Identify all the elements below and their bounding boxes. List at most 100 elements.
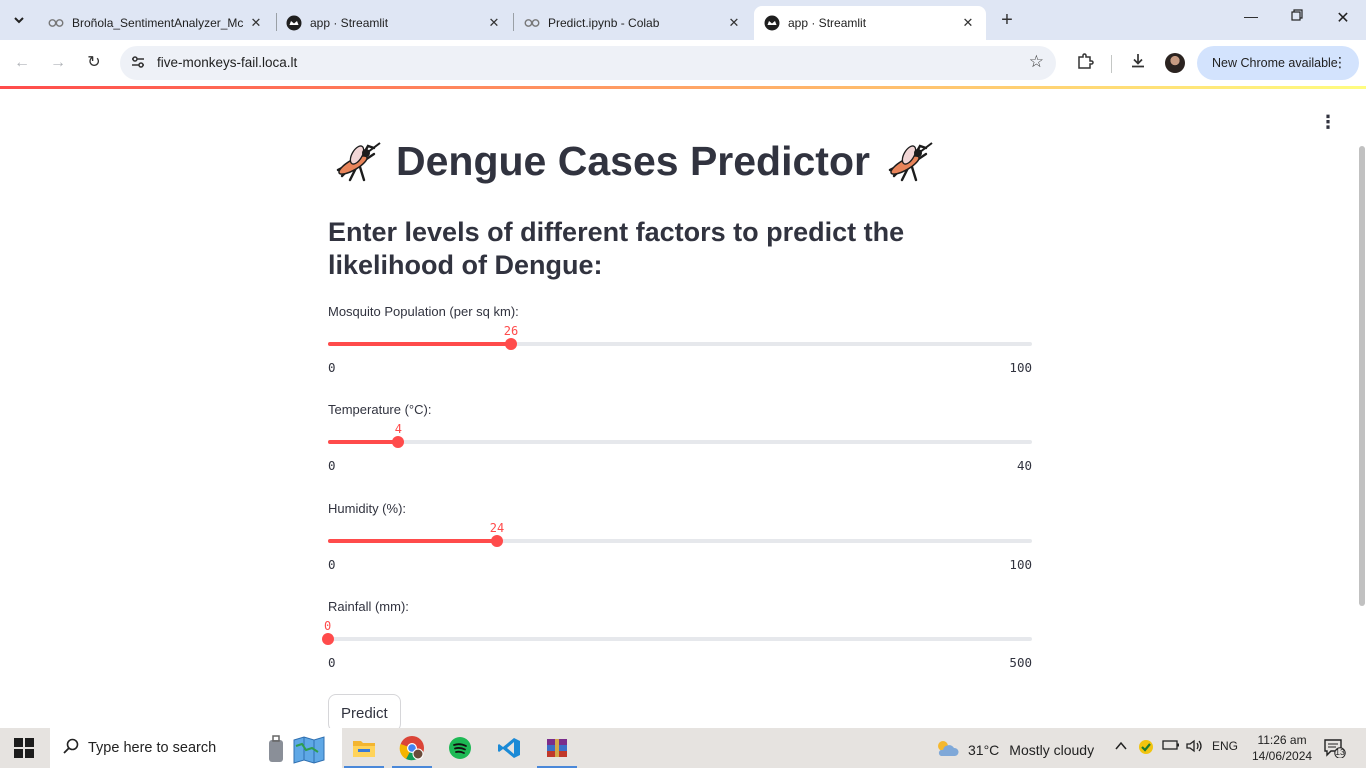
tab-search-chevron-icon[interactable]: [6, 7, 32, 33]
forward-arrow-icon[interactable]: →: [50, 54, 66, 71]
slider-min: 0: [328, 458, 336, 473]
page-scrollbar[interactable]: [1359, 146, 1365, 606]
slider-min: 0: [328, 557, 336, 572]
predict-button[interactable]: Predict: [328, 694, 401, 728]
slider-track[interactable]: [328, 539, 1032, 543]
mosquito-icon: [330, 140, 382, 184]
slider-track[interactable]: [328, 440, 1032, 444]
close-icon[interactable]: ✕: [962, 15, 974, 30]
slider-thumb[interactable]: [392, 436, 405, 448]
tray-chevron-up-icon[interactable]: [1114, 739, 1128, 756]
tab-sentiment-analyzer[interactable]: Broñola_SentimentAnalyzer_Mc ✕: [38, 6, 274, 40]
taskbar-clock[interactable]: 11:26 am 14/06/2024: [1252, 732, 1312, 764]
file-explorer-icon[interactable]: [340, 728, 388, 768]
download-icon[interactable]: [1127, 52, 1149, 74]
url-text[interactable]: five-monkeys-fail.loca.lt: [157, 55, 298, 70]
streamlit-icon: [286, 15, 302, 31]
window-close-icon[interactable]: ✕: [1336, 10, 1350, 27]
slider-max: 40: [1016, 458, 1032, 473]
slider-thumb[interactable]: [322, 633, 334, 645]
tab-title: app · Streamlit: [788, 16, 867, 30]
slider-track[interactable]: [328, 342, 1032, 346]
windows-taskbar: Type here to search 31°C Mostly cloudy: [0, 728, 1366, 768]
new-chrome-available-button[interactable]: New Chrome available ⋮: [1197, 46, 1359, 80]
browser-tab-strip: Broñola_SentimentAnalyzer_Mc ✕ app · Str…: [0, 0, 1366, 40]
active-indicator: [537, 766, 577, 768]
weather-widget[interactable]: 31°C Mostly cloudy: [934, 738, 1094, 761]
new-chrome-label: New Chrome available: [1212, 56, 1338, 70]
slider-temperature: Temperature (°C): 4 0 40: [328, 402, 1032, 482]
streamlit-page: ⋮ Dengue Cases Predictor: [0, 86, 1366, 728]
close-icon[interactable]: ✕: [250, 15, 262, 30]
slider-label: Mosquito Population (per sq km):: [328, 304, 519, 319]
tab-streamlit-1[interactable]: app · Streamlit ✕: [276, 6, 512, 40]
tab-divider: [276, 13, 277, 31]
active-indicator: [344, 766, 384, 768]
slider-value: 4: [394, 422, 403, 436]
slider-value: 26: [503, 324, 519, 338]
chrome-icon[interactable]: [388, 728, 436, 768]
tab-title: Predict.ipynb - Colab: [548, 16, 660, 30]
battery-icon[interactable]: [1162, 739, 1180, 754]
slider-max: 100: [1009, 557, 1032, 572]
slider-thumb[interactable]: [490, 535, 503, 547]
mosquito-icon: [882, 140, 934, 184]
slider-track[interactable]: [328, 637, 1032, 641]
tab-predict-colab[interactable]: Predict.ipynb - Colab ✕: [514, 6, 752, 40]
page-title: Dengue Cases Predictor: [328, 138, 1032, 185]
slider-label: Rainfall (mm):: [328, 599, 409, 614]
close-icon[interactable]: ✕: [488, 15, 500, 30]
slider-mosquito-population: Mosquito Population (per sq km): 26 0 10…: [328, 304, 1032, 384]
notification-count: 13: [1335, 747, 1345, 757]
winrar-icon[interactable]: [533, 728, 581, 768]
slider-label: Temperature (°C):: [328, 402, 432, 417]
clock-time: 11:26 am: [1257, 733, 1307, 747]
slider-value: 24: [489, 521, 505, 535]
update-shield-icon[interactable]: [1138, 739, 1154, 758]
slider-thumb[interactable]: [505, 338, 518, 350]
weather-condition: Mostly cloudy: [1009, 741, 1095, 758]
volume-icon[interactable]: [1186, 739, 1204, 756]
toolbar-divider: [1111, 55, 1112, 73]
close-icon[interactable]: ✕: [728, 15, 740, 30]
colab-icon: [48, 15, 64, 31]
taskbar-search[interactable]: Type here to search: [50, 728, 342, 768]
weather-temp: 31°C: [968, 741, 1000, 758]
back-arrow-icon[interactable]: ←: [14, 54, 30, 71]
reload-icon[interactable]: ↻: [87, 54, 101, 71]
windows-start-icon[interactable]: [14, 738, 34, 758]
streamlit-decoration-bar: [0, 86, 1366, 89]
streamlit-icon: [764, 15, 780, 31]
site-info-icon[interactable]: [130, 54, 146, 73]
tab-title: Broñola_SentimentAnalyzer_Mc: [72, 16, 244, 30]
slider-max: 500: [1009, 655, 1032, 670]
new-tab-plus-icon[interactable]: +: [1001, 9, 1013, 31]
tab-divider: [513, 13, 514, 31]
tab-title: app · Streamlit: [310, 16, 389, 30]
slider-fill: [328, 342, 512, 346]
subtitle: Enter levels of different factors to pre…: [328, 217, 905, 280]
restore-icon[interactable]: [1274, 8, 1320, 24]
address-bar[interactable]: five-monkeys-fail.loca.lt ☆: [120, 46, 1056, 80]
page-title-text: Dengue Cases Predictor: [396, 138, 870, 184]
bookmark-star-icon[interactable]: ☆: [1028, 52, 1044, 71]
more-vert-icon: ⋮: [1333, 54, 1347, 70]
extensions-puzzle-icon[interactable]: [1074, 52, 1096, 74]
vscode-icon[interactable]: [485, 728, 533, 768]
taskbar-search-placeholder: Type here to search: [88, 740, 217, 756]
slider-humidity: Humidity (%): 24 0 100: [328, 501, 1032, 581]
search-highlight-travel-icon: [266, 734, 326, 768]
colab-icon: [524, 15, 540, 31]
profile-avatar[interactable]: [1165, 53, 1185, 73]
slider-rainfall: Rainfall (mm): 0 0 500: [322, 599, 1032, 679]
slider-value: 0: [324, 619, 332, 633]
active-indicator: [392, 766, 432, 768]
partly-cloudy-icon: [934, 738, 960, 761]
notification-center-icon[interactable]: 13: [1324, 738, 1346, 759]
language-indicator[interactable]: ENG: [1212, 739, 1239, 753]
slider-min: 0: [328, 655, 336, 670]
tab-streamlit-active[interactable]: app · Streamlit ✕: [754, 6, 986, 40]
minimize-icon[interactable]: —: [1244, 8, 1258, 24]
spotify-icon[interactable]: [436, 728, 484, 768]
main-menu-icon[interactable]: ⋮: [1319, 112, 1337, 132]
